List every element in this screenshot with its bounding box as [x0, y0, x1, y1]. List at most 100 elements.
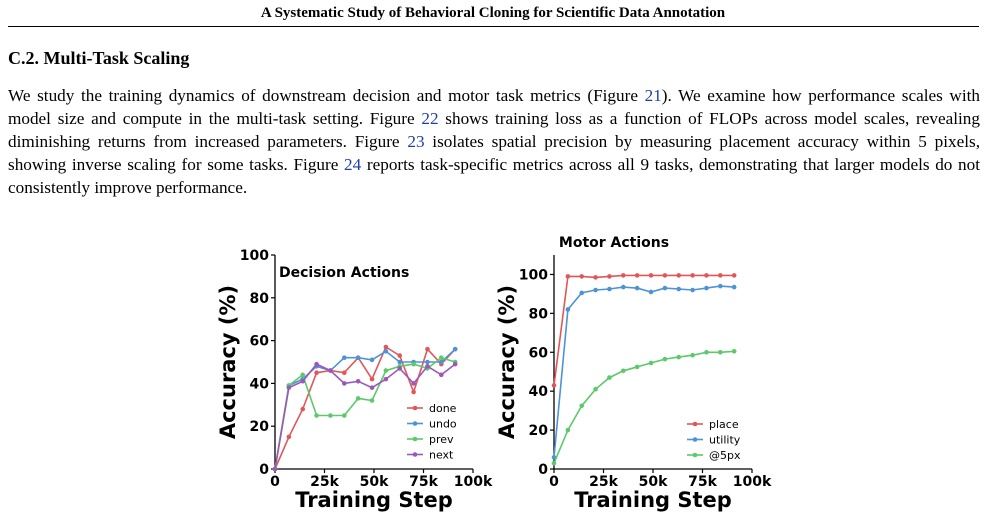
data-point: [704, 273, 709, 278]
y-tick-label: 20: [529, 423, 549, 439]
data-point: [551, 460, 557, 466]
data-point: [383, 349, 389, 354]
legend-marker: [412, 405, 418, 411]
y-tick-label: 40: [529, 384, 549, 400]
data-point: [452, 346, 458, 352]
x-tick-label: 0: [270, 474, 280, 490]
data-point: [411, 381, 416, 386]
x-tick-label: 75k: [688, 474, 717, 490]
data-point: [272, 466, 278, 472]
data-point: [621, 284, 626, 290]
chart-title: Decision Actions: [279, 265, 409, 281]
data-point: [328, 368, 333, 373]
data-point: [300, 372, 306, 378]
y-tick-label: 40: [250, 376, 270, 392]
data-point: [607, 274, 612, 279]
data-point: [383, 376, 389, 382]
data-point: [565, 427, 571, 433]
data-point: [634, 273, 640, 278]
x-tick-label: 0: [549, 474, 559, 490]
legend-label: undo: [429, 418, 457, 431]
data-point: [648, 289, 654, 295]
data-point: [676, 286, 682, 292]
legend-marker: [412, 421, 418, 426]
data-point: [662, 273, 668, 278]
data-point: [690, 287, 695, 293]
y-tick-label: 80: [529, 306, 549, 322]
data-point: [369, 376, 375, 382]
legend-marker: [412, 436, 418, 442]
data-point: [607, 286, 612, 292]
data-point: [342, 370, 347, 376]
data-point: [704, 285, 709, 291]
y-tick-label: 60: [529, 345, 549, 361]
data-point: [397, 359, 403, 365]
data-point: [662, 285, 668, 291]
data-point: [383, 344, 389, 350]
data-point: [355, 396, 361, 401]
figure-ref-link[interactable]: 23: [407, 132, 425, 151]
data-point: [634, 285, 640, 291]
y-tick-label: 100: [240, 248, 269, 264]
data-point: [314, 361, 319, 367]
legend-marker: [692, 437, 698, 442]
figure-ref-link[interactable]: 24: [344, 155, 362, 174]
legend-marker: [692, 421, 698, 427]
data-point: [286, 434, 292, 440]
data-point: [342, 413, 347, 418]
x-tick-label: 25k: [589, 474, 618, 490]
data-point: [300, 378, 306, 384]
section-paragraph: We study the training dynamics of downst…: [8, 84, 980, 199]
data-point: [314, 370, 319, 376]
data-point: [690, 352, 695, 358]
data-point: [328, 413, 333, 418]
paragraph-text: reports task-specific metrics across all…: [8, 155, 981, 197]
data-point: [397, 366, 403, 371]
data-point: [342, 381, 347, 386]
legend-label: utility: [709, 434, 741, 447]
data-point: [579, 403, 585, 409]
data-point: [690, 273, 695, 278]
data-point: [565, 307, 571, 312]
data-point: [286, 385, 292, 390]
data-point: [648, 273, 654, 278]
series-line-done: [274, 345, 456, 470]
data-point: [676, 273, 682, 278]
data-point: [579, 290, 585, 296]
data-point: [593, 287, 598, 293]
data-point: [593, 386, 598, 392]
x-tick-label: 75k: [409, 474, 438, 490]
legend-marker: [692, 452, 698, 458]
y-tick-label: 100: [519, 267, 548, 283]
x-tick-label: 25k: [310, 474, 339, 490]
data-point: [731, 349, 737, 354]
data-point: [648, 360, 654, 366]
data-point: [369, 398, 375, 403]
data-point: [383, 368, 389, 373]
data-point: [439, 372, 444, 378]
data-point: [621, 368, 626, 374]
data-point: [704, 349, 709, 355]
figure-ref-link[interactable]: 21: [644, 86, 662, 105]
data-point: [731, 284, 737, 290]
data-point: [411, 361, 416, 367]
data-point: [425, 359, 430, 365]
chart-title: Motor Actions: [559, 235, 669, 251]
data-point: [439, 359, 444, 365]
legend-label: next: [429, 449, 454, 462]
data-point: [300, 406, 306, 412]
legend-marker: [412, 452, 418, 457]
y-tick-label: 80: [250, 291, 270, 307]
data-point: [411, 389, 416, 395]
data-point: [676, 354, 682, 360]
figure-ref-link[interactable]: 22: [421, 109, 439, 128]
series-line-at5px: [553, 350, 735, 464]
legend-label: done: [429, 402, 457, 415]
series-line-utility: [553, 285, 735, 458]
series-line-prev: [274, 356, 456, 470]
legend-label: @5px: [709, 449, 741, 462]
x-tick-label: 50k: [360, 474, 389, 490]
data-point: [425, 363, 430, 369]
